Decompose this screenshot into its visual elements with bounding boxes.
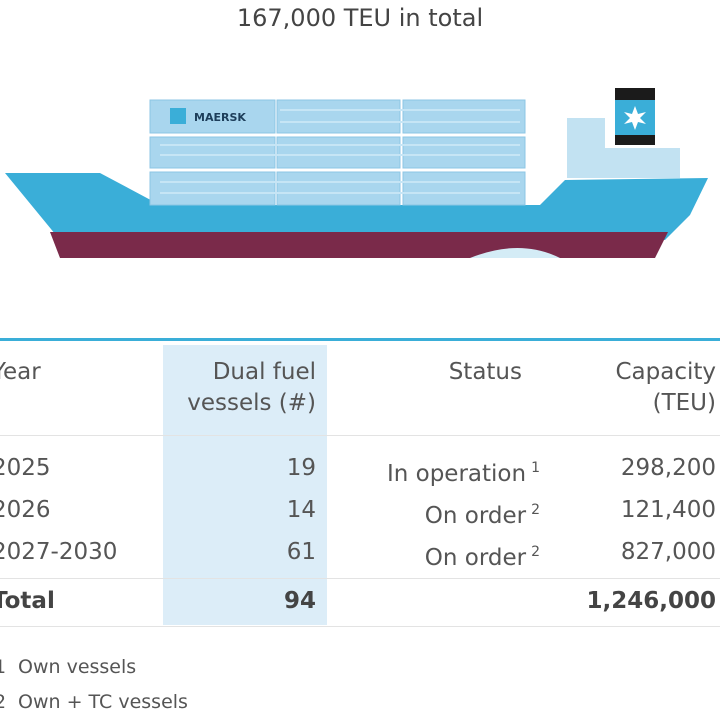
- row-rule: [0, 626, 720, 627]
- ship-illustration: MAERSK: [5, 88, 708, 258]
- footnote-marker: 2: [0, 691, 7, 713]
- status-note: 2: [531, 544, 540, 560]
- column-header: Capacity (TEU): [615, 359, 716, 416]
- column-header: Dual fuel vessels (#): [187, 359, 316, 416]
- footnote-marker: 1: [0, 656, 7, 678]
- status-cell: On order 2: [340, 537, 540, 574]
- total-label: Total: [0, 588, 55, 614]
- total-capacity: 1,246,000: [586, 588, 717, 614]
- vessels-cell: 19: [286, 455, 316, 481]
- capacity-cell: 121,400: [620, 497, 716, 523]
- column-header: Status: [448, 359, 522, 385]
- status-text: In operation: [386, 461, 527, 487]
- ship-brand: MAERSK: [194, 111, 246, 124]
- status-cell: On order 2: [340, 495, 540, 532]
- capacity-cell: 298,200: [620, 455, 716, 481]
- status-note: 2: [531, 502, 540, 518]
- column-header: Year: [0, 359, 41, 385]
- status-text: On order: [424, 545, 527, 571]
- footnote-text: Own vessels: [18, 656, 137, 678]
- row-rule: [0, 435, 720, 436]
- status-cell: In operation 1: [340, 453, 540, 490]
- vessels-cell: 61: [286, 539, 316, 565]
- vessels-cell: 14: [286, 497, 316, 523]
- status-text: On order: [424, 503, 527, 529]
- footnote-text: Own + TC vessels: [18, 691, 188, 713]
- year-cell: 2025: [0, 455, 51, 481]
- row-rule: [0, 578, 720, 579]
- title: 167,000 TEU in total: [236, 4, 484, 32]
- year-cell: 2027-2030: [0, 539, 118, 565]
- status-note: 1: [531, 460, 540, 476]
- total-vessels: 94: [283, 588, 316, 614]
- table-top-rule: [0, 338, 720, 341]
- year-cell: 2026: [0, 497, 51, 523]
- capacity-cell: 827,000: [620, 539, 716, 565]
